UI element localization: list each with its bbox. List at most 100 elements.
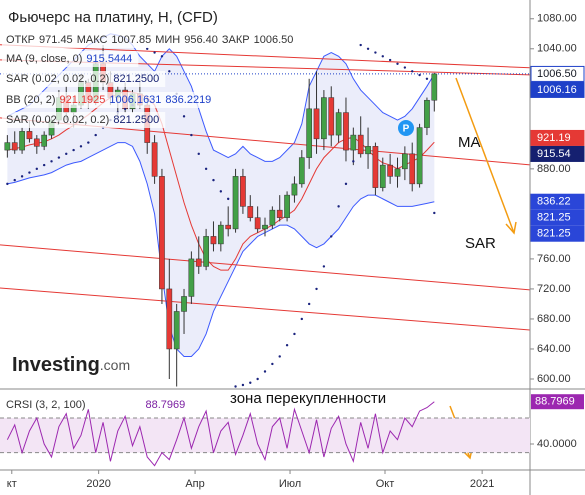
sar-dot	[219, 190, 223, 193]
candle-body	[4, 142, 11, 151]
crsi-zone	[0, 418, 530, 453]
legend-text: 821.2500	[113, 73, 159, 85]
x-tick-label: 2021	[470, 478, 494, 490]
candle-body	[357, 134, 364, 155]
candle-body	[350, 134, 357, 151]
y-tick-label: 40.0000	[537, 438, 577, 450]
price-tag	[530, 65, 585, 82]
candle-body	[431, 73, 438, 101]
candle-body	[188, 258, 195, 297]
y-tick-label: 760.00	[537, 253, 571, 265]
sar-dot	[35, 167, 39, 171]
sar-dot	[396, 62, 399, 65]
legend-text: BB (20, 2)	[6, 94, 56, 106]
crsi-tag-label: 88.7969	[535, 396, 575, 408]
crsi-name: CRSI (3, 2, 100)	[6, 399, 85, 411]
sar-dot	[381, 55, 384, 58]
sar-dot	[388, 58, 392, 62]
candle-body	[276, 209, 283, 218]
candle-body	[232, 176, 239, 230]
legend-text: 836.2219	[165, 94, 211, 106]
sar-dot	[20, 175, 24, 178]
candle-body	[225, 224, 232, 230]
event-icon[interactable]	[398, 120, 414, 136]
legend-text: 1006.1631	[109, 94, 161, 106]
candle-body	[195, 258, 202, 267]
legend-bg	[2, 92, 218, 108]
legend-text: SAR (0.02, 0.02, 0.2)	[6, 114, 109, 126]
candle-body	[19, 131, 25, 151]
sar-dot	[226, 197, 230, 201]
sar-dot	[204, 167, 208, 171]
price-tag	[530, 145, 585, 162]
sar-dot	[374, 51, 377, 54]
sar-dot	[322, 265, 326, 268]
price-tag	[530, 225, 585, 242]
sar-dot	[344, 182, 348, 186]
sar-dot	[87, 141, 90, 144]
legend-text: ЗАКР	[222, 34, 250, 46]
x-tick-label: Апр	[185, 478, 204, 490]
annotation: зона перекупленности	[230, 390, 386, 407]
candle-body	[306, 108, 313, 158]
sar-dot	[307, 302, 311, 306]
candle-body	[291, 183, 298, 196]
sar-dot	[79, 145, 83, 148]
price-tag-label: 821.25	[537, 228, 571, 240]
sar-dot	[13, 178, 16, 182]
candle-body	[240, 176, 246, 207]
sar-dot	[197, 152, 200, 156]
sar-dot	[330, 235, 333, 238]
sar-dot	[366, 47, 370, 50]
sar-dot	[241, 383, 245, 387]
bb-lower	[7, 142, 435, 357]
price-tag-label: 821.25	[537, 212, 571, 224]
sar-dot	[425, 77, 429, 81]
sar-dot	[123, 107, 127, 111]
x-tick-label: Окт	[376, 478, 395, 490]
candle-body	[379, 164, 386, 188]
legend-bg	[2, 51, 139, 67]
sar-dot	[271, 362, 274, 366]
price-tag-label: 915.54	[537, 148, 571, 160]
legend-bg	[2, 71, 166, 87]
sar-dot	[263, 370, 267, 373]
logo: Investing.com	[12, 354, 130, 376]
candle-body	[394, 168, 401, 177]
sar-dot	[249, 381, 252, 384]
sar-dot	[6, 182, 9, 186]
legend-bg	[2, 32, 300, 48]
candle-body	[33, 138, 40, 147]
crsi-line	[6, 401, 435, 467]
candle-body	[181, 296, 187, 312]
sar-dot	[168, 70, 171, 73]
y-tick-label: 1080.00	[537, 13, 577, 25]
candle-body	[262, 224, 268, 230]
sar-dot	[433, 211, 436, 215]
legend-text: МАКС	[77, 34, 108, 46]
chart-title: Фьючерс на платину, H, (CFD)	[8, 9, 218, 26]
legend-text: SAR (0.02, 0.02, 0.2)	[6, 73, 109, 85]
trend-line	[0, 244, 531, 291]
legend: Фьючерс на платину, H, (CFD) ОТКР 971.45 МА…	[2, 8, 300, 128]
sar-dot	[418, 73, 421, 77]
y-tick-label: 720.00	[537, 283, 571, 295]
candle-body	[402, 153, 408, 170]
trend-line	[0, 44, 531, 69]
sar-dot	[359, 43, 362, 47]
sar-dot	[65, 152, 68, 156]
y-tick-label: 1040.00	[537, 43, 577, 55]
sar-dot	[315, 287, 318, 291]
candle-body	[159, 176, 165, 290]
candle-body	[387, 164, 393, 177]
candle-body	[41, 134, 48, 147]
sar-dot	[146, 47, 149, 50]
candle-body	[210, 236, 217, 245]
y-tick-label: 680.00	[537, 313, 571, 325]
legend-text: 971.45	[39, 34, 73, 46]
price-tag	[530, 193, 585, 210]
price-tag-label: 1006.16	[537, 84, 577, 96]
price-tag	[530, 129, 585, 146]
candle-body	[424, 99, 430, 128]
price-tag-label: 921.19	[537, 132, 571, 144]
